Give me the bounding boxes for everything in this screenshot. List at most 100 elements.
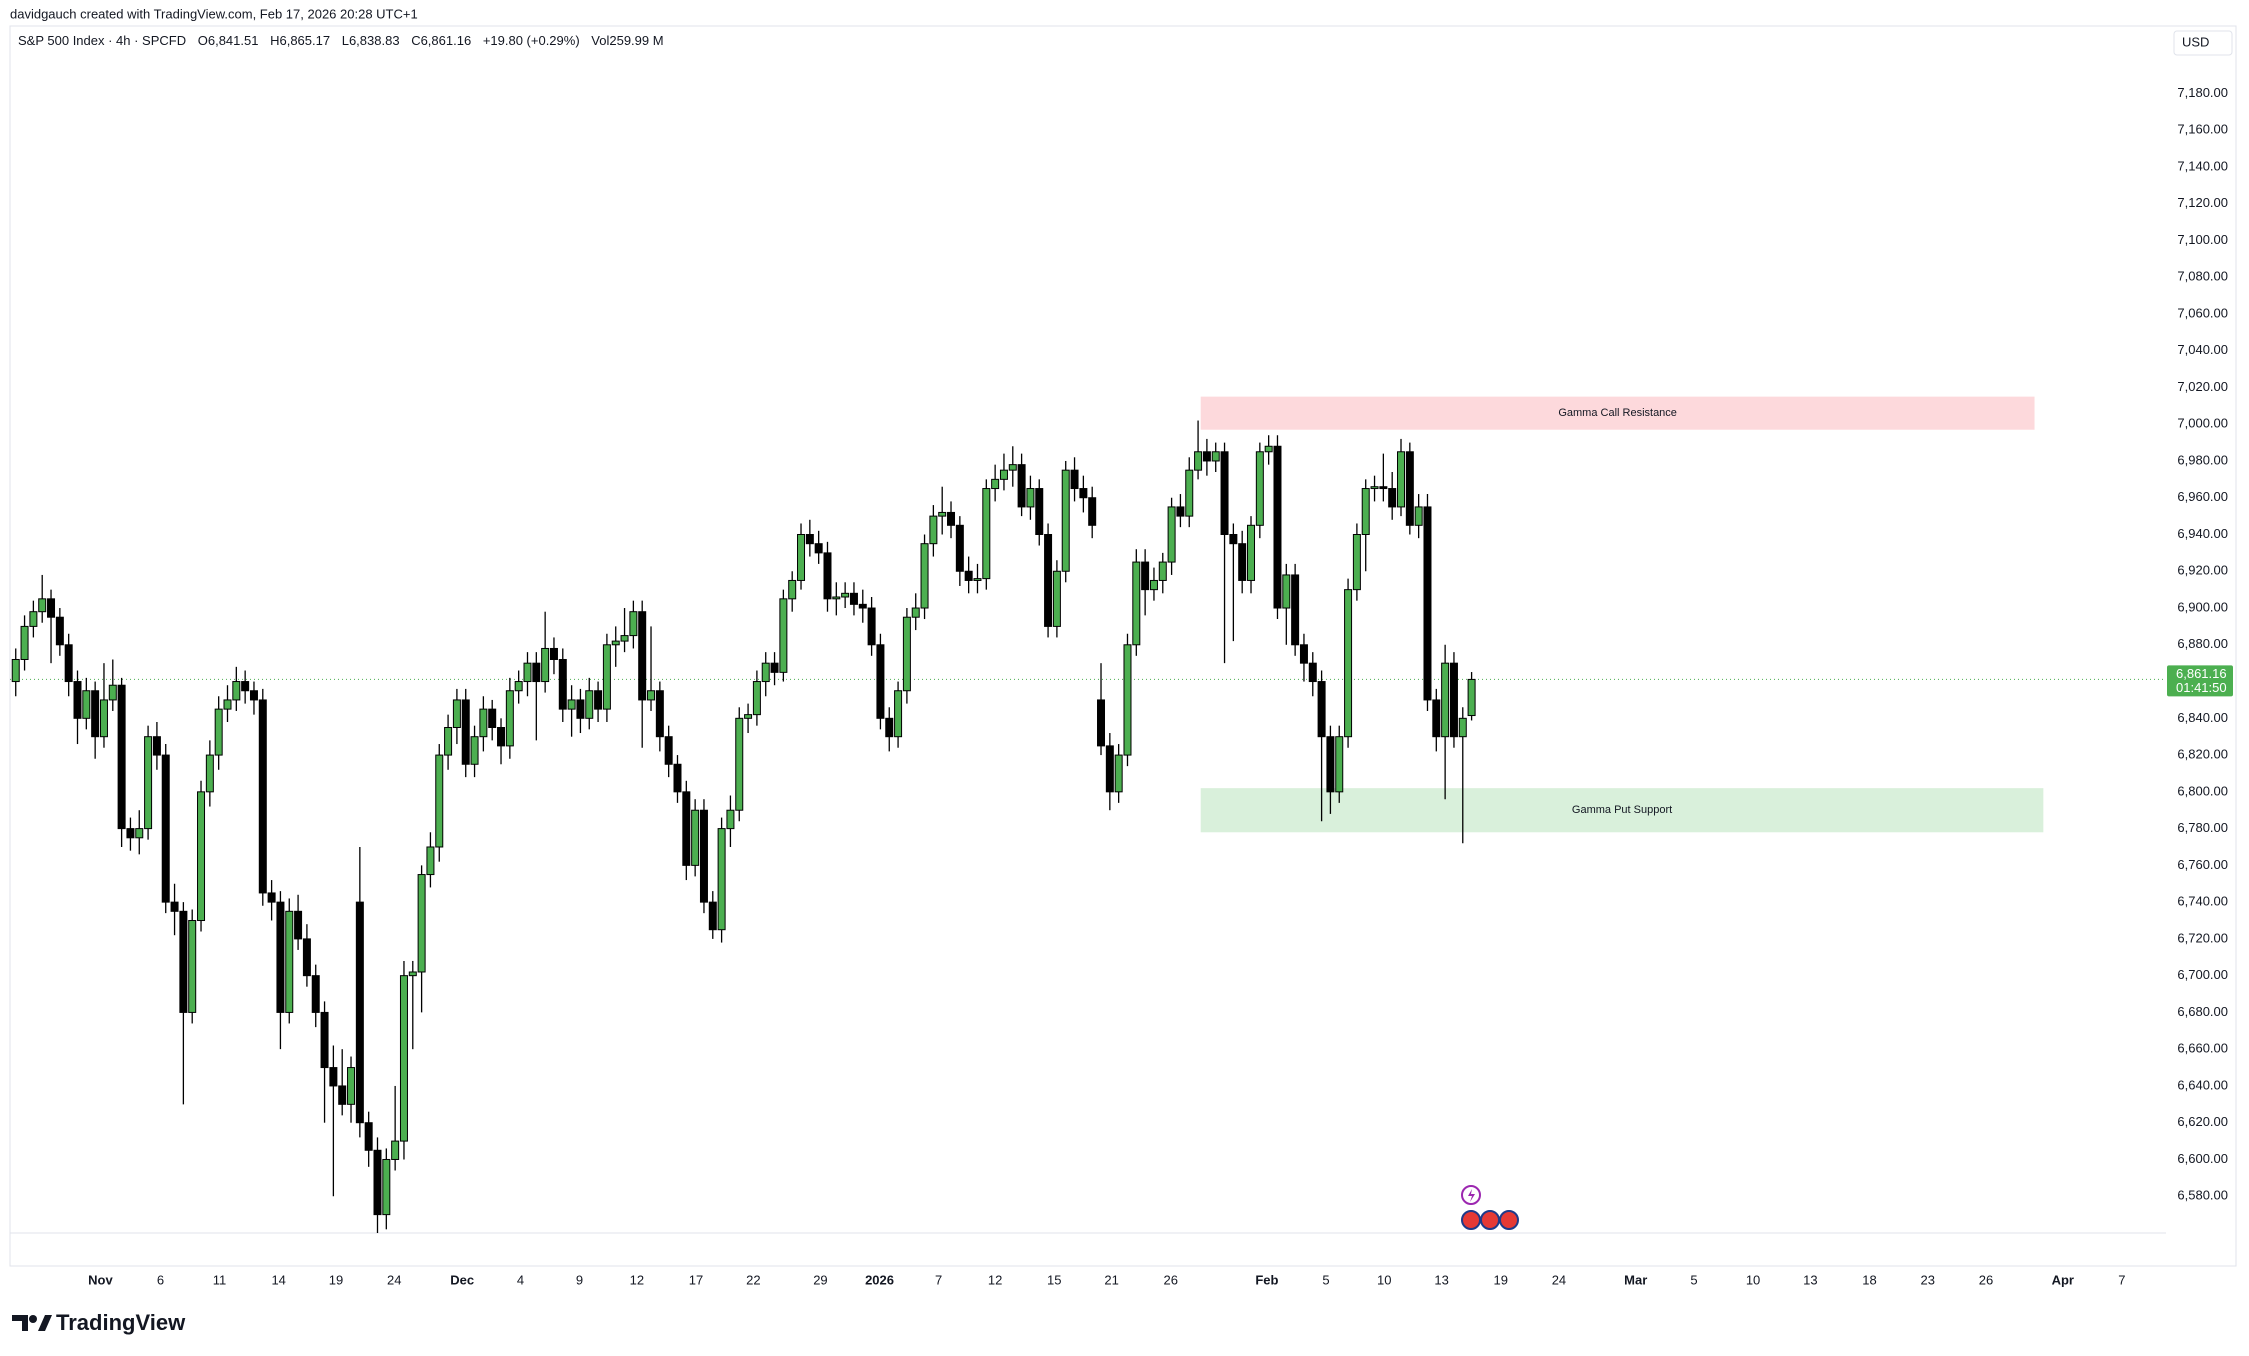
candle-body [267, 892, 276, 903]
brand: TradingView [56, 1310, 186, 1335]
x-tick-label: 9 [576, 1272, 583, 1287]
candle-body [1202, 451, 1211, 462]
candle-body [408, 971, 417, 977]
candle-body [91, 690, 100, 738]
candle-body [1176, 506, 1185, 517]
candle-body [435, 754, 444, 848]
y-tick-label: 6,760.00 [2177, 857, 2228, 872]
currency[interactable]: USD [2182, 34, 2209, 49]
candle-body [885, 717, 894, 738]
candle-body [973, 578, 982, 581]
x-tick-label: Mar [1624, 1272, 1647, 1287]
candle-body [576, 699, 585, 719]
event-icon[interactable] [1499, 1210, 1519, 1230]
candle-body [744, 714, 753, 719]
change: +19.80 (+0.29%) [483, 33, 580, 48]
candle-body [497, 727, 506, 747]
x-tick-label: 5 [1322, 1272, 1329, 1287]
x-tick-label: 22 [746, 1272, 760, 1287]
candle-body [311, 975, 320, 1013]
y-tick-label: 6,680.00 [2177, 1004, 2228, 1019]
candle-body [947, 511, 956, 526]
candle-body [1017, 464, 1026, 508]
x-tick-label: 29 [813, 1272, 827, 1287]
candle-body [673, 763, 682, 793]
x-tick-label: 15 [1047, 1272, 1061, 1287]
candle-body [1211, 451, 1220, 462]
candle-body [329, 1067, 338, 1087]
event-glyph [1468, 1189, 1475, 1202]
currency-box[interactable] [2173, 30, 2233, 56]
candle-body [1291, 574, 1300, 646]
x-tick-label: 10 [1746, 1272, 1760, 1287]
candle-body [338, 1085, 347, 1105]
y-tick-label: 7,180.00 [2177, 85, 2228, 100]
candle-body [1229, 533, 1238, 545]
candle-body [417, 874, 426, 973]
x-tick-label: 7 [935, 1272, 942, 1287]
x-tick-label: 24 [1552, 1272, 1566, 1287]
logo-mark [12, 1315, 28, 1331]
candle-body [144, 736, 153, 830]
candle-body [108, 684, 117, 701]
x-tick-label: Apr [2052, 1272, 2074, 1287]
x-tick-label: 19 [1493, 1272, 1507, 1287]
candle-body [382, 1158, 391, 1216]
candle-body [894, 690, 903, 738]
candle-body [1344, 589, 1353, 738]
chart-frame [9, 25, 2237, 1267]
x-tick-label: 24 [387, 1272, 401, 1287]
candle-body [1141, 561, 1150, 591]
y-tick-label: 6,960.00 [2177, 489, 2228, 504]
candle-body [797, 533, 806, 581]
candle-body [955, 524, 964, 572]
candle-body [161, 754, 170, 903]
candle-body [1326, 736, 1335, 793]
x-tick-label: 11 [213, 1272, 227, 1287]
y-tick-label: 6,600.00 [2177, 1151, 2228, 1166]
candle-body [249, 690, 258, 701]
y-tick-label: 6,740.00 [2177, 894, 2228, 909]
y-tick-label: 6,980.00 [2177, 452, 2228, 467]
candle-body [1449, 662, 1458, 738]
candle-body [1441, 662, 1450, 738]
x-tick-label: 14 [271, 1272, 285, 1287]
candle-body [64, 644, 73, 683]
y-tick-label: 7,100.00 [2177, 232, 2228, 247]
zone-label: Gamma Put Support [1572, 804, 1672, 816]
candle-body [29, 611, 38, 627]
last-price-label: 6,861.16 [2176, 666, 2227, 681]
candle-body [126, 828, 135, 839]
event-icons [1461, 1185, 1519, 1230]
candle-body [488, 708, 497, 729]
candle-body [1405, 451, 1414, 526]
candle-body [276, 901, 285, 1013]
event-icon[interactable] [1461, 1210, 1481, 1230]
candle-body [999, 469, 1008, 480]
x-tick-label: 26 [1163, 1272, 1177, 1287]
candle-body [1370, 486, 1379, 490]
x-tick-label: 13 [1803, 1272, 1817, 1287]
x-tick-label: Nov [88, 1272, 113, 1287]
candle-body [1088, 497, 1097, 526]
candle-body [585, 690, 594, 719]
event-icon[interactable] [1480, 1210, 1500, 1230]
x-tick-label: 5 [1690, 1272, 1697, 1287]
candle-body [691, 809, 700, 866]
y-tick-label: 6,880.00 [2177, 636, 2228, 651]
x-tick-label: 18 [1862, 1272, 1876, 1287]
candle-body [682, 791, 691, 866]
y-tick-label: 6,800.00 [2177, 783, 2228, 798]
y-tick-label: 6,620.00 [2177, 1114, 2228, 1129]
candle-body [629, 611, 638, 637]
ohlc-high: H6,865.17 [270, 33, 330, 48]
symbol: S&P 500 Index · 4h · SPCFD [18, 33, 186, 48]
candle-body [47, 598, 56, 618]
legend-line: S&P 500 Index · 4h · SPCFD O6,841.51 H6,… [18, 33, 664, 48]
candle-body [1247, 524, 1256, 581]
candle-body [664, 736, 673, 765]
x-tick-label: 12 [630, 1272, 644, 1287]
ohlc-low: L6,838.83 [342, 33, 400, 48]
candle-body [1026, 488, 1035, 508]
candle-body [444, 727, 453, 756]
